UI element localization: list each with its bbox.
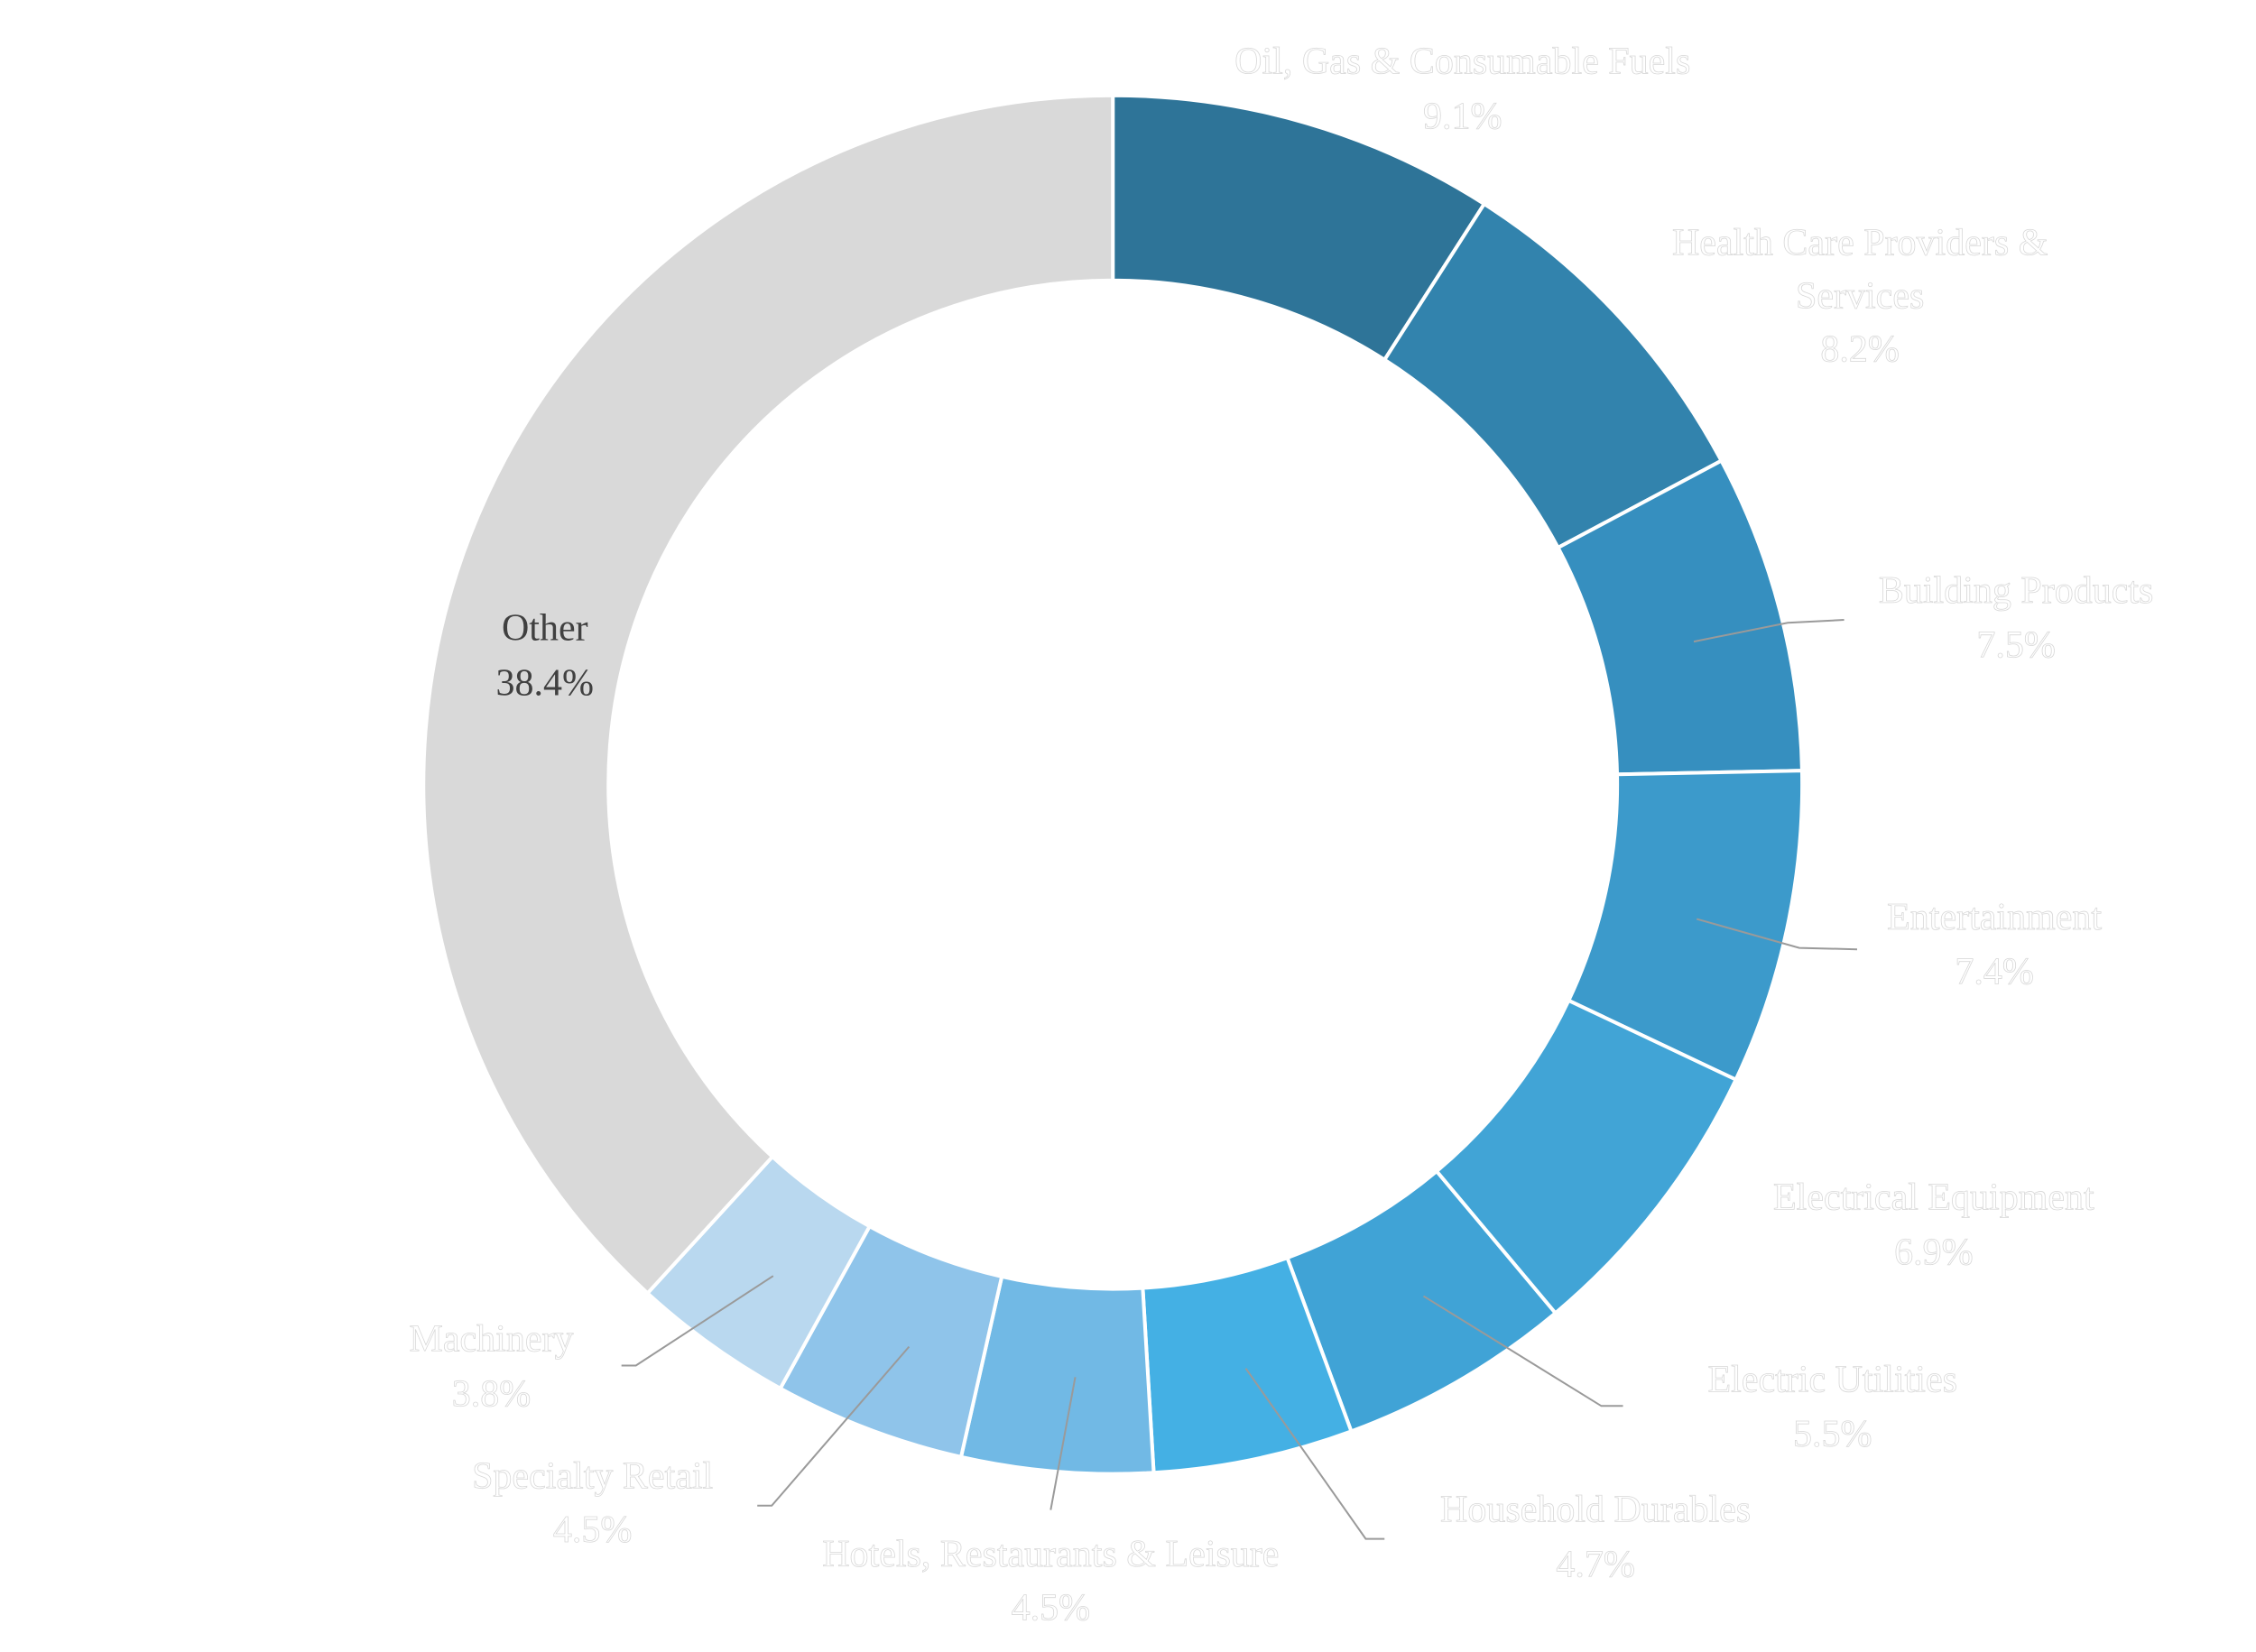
leader-line — [1696, 918, 1858, 951]
slice-label: Machinery — [410, 1318, 574, 1360]
slice-value: 3.8% — [452, 1373, 532, 1415]
slice-value: 4.5% — [1012, 1587, 1091, 1629]
slice-label: Hotels, Restaurants & Leisure — [822, 1534, 1279, 1575]
slice-label: Household Durables — [1440, 1489, 1751, 1530]
leader-line — [1244, 1368, 1385, 1540]
leader-line — [1049, 1377, 1077, 1510]
slice-value: 4.7% — [1556, 1544, 1635, 1585]
slice-label: Entertainment — [1887, 897, 2102, 938]
slice-label: Electric Utilities — [1708, 1359, 1957, 1400]
slice-value: 6.9% — [1894, 1232, 1974, 1273]
donut-slice — [421, 93, 1115, 1297]
slice-value: 7.4% — [1955, 952, 2034, 993]
slice-value: 8.2% — [1820, 328, 1900, 370]
slice-value: 7.5% — [1976, 625, 2056, 667]
slice-value: 9.1% — [1423, 97, 1502, 138]
slice-value: 5.5% — [1793, 1414, 1872, 1455]
leader-line — [1422, 1295, 1623, 1407]
slice-label: Health Care Providers & Services — [1672, 222, 2048, 317]
leader-line — [1693, 619, 1845, 643]
slice-label: Specialty Retail — [472, 1456, 713, 1498]
slice-label: Building Products — [1879, 570, 2154, 612]
slice-value: 38.4% — [496, 662, 595, 704]
slice-value: 4.5% — [553, 1509, 633, 1551]
leader-line — [621, 1275, 774, 1367]
leader-line — [757, 1345, 911, 1507]
slice-label: Electrical Equipment — [1773, 1177, 2094, 1219]
slice-label: Other — [502, 608, 588, 650]
slice-label: Oil, Gas & Consumable Fuels — [1234, 42, 1690, 83]
